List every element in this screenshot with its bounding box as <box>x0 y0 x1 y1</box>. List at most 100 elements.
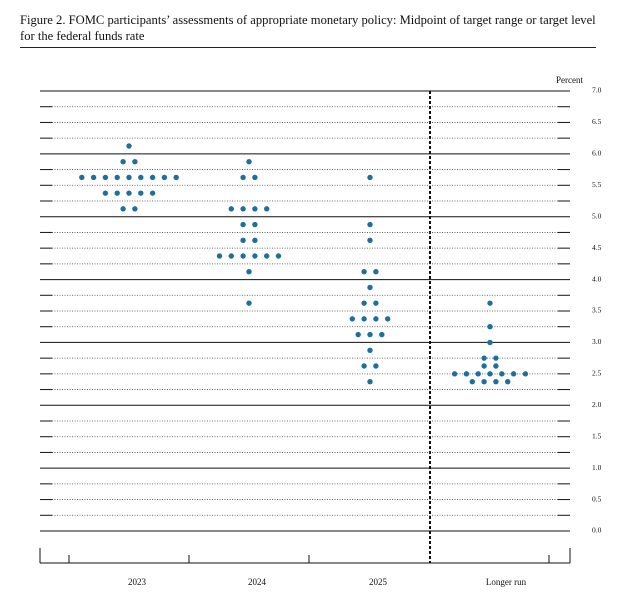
title-rule <box>20 47 596 48</box>
dot <box>228 206 234 212</box>
dot <box>126 143 132 149</box>
dot <box>240 253 246 259</box>
dot <box>361 316 367 322</box>
dot <box>469 379 475 385</box>
dot <box>349 316 355 322</box>
dot <box>367 284 373 291</box>
dot <box>240 221 246 228</box>
dot <box>252 206 258 212</box>
dot <box>120 206 126 212</box>
y-tick-label: 7.0 <box>592 86 602 95</box>
y-tick-label: 4.0 <box>592 274 602 283</box>
y-tick-label: 1.0 <box>592 463 602 472</box>
dot <box>373 363 379 369</box>
dot <box>138 190 144 196</box>
dot <box>102 174 109 181</box>
dot <box>161 174 168 181</box>
y-tick-label: 1.5 <box>592 431 602 440</box>
dot <box>126 174 132 181</box>
dot <box>252 237 258 243</box>
dot <box>361 363 367 369</box>
dot <box>487 339 493 346</box>
x-tick-label: 2025 <box>369 577 388 587</box>
dot <box>252 221 258 228</box>
y-tick-label: 6.5 <box>592 117 602 126</box>
dot <box>493 379 499 385</box>
dot <box>510 371 517 377</box>
dot <box>493 363 499 369</box>
dot <box>361 300 367 306</box>
dot <box>114 174 120 181</box>
dot <box>487 371 493 377</box>
dot <box>373 269 379 275</box>
dot <box>138 174 144 181</box>
dot <box>367 379 373 385</box>
dot <box>90 174 97 181</box>
dot <box>481 379 487 385</box>
y-tick-label: 3.5 <box>592 306 602 315</box>
dot <box>216 253 223 259</box>
x-axis <box>39 548 571 564</box>
dot <box>126 190 132 196</box>
dot <box>481 355 487 361</box>
y-tick-label: 0.5 <box>592 494 602 503</box>
dot <box>173 174 179 181</box>
dot <box>246 269 252 275</box>
dot <box>487 324 493 330</box>
dot <box>240 206 246 212</box>
y-tick-label: 5.5 <box>592 180 602 189</box>
x-tick-label: 2024 <box>248 577 267 587</box>
dot <box>132 206 138 212</box>
dot <box>120 159 126 165</box>
dot <box>487 300 493 306</box>
dot <box>367 331 373 338</box>
dot <box>475 371 481 377</box>
dot <box>373 300 379 306</box>
x-tick-label: 2023 <box>128 577 147 587</box>
dot <box>379 331 385 338</box>
dot <box>373 316 379 322</box>
dot <box>252 253 258 259</box>
dot <box>463 371 470 377</box>
dot <box>228 253 234 259</box>
chart-title: Figure 2. FOMC participants’ assessments… <box>20 13 596 43</box>
dot <box>493 355 499 361</box>
dot <box>522 371 529 377</box>
dot <box>240 174 246 181</box>
dot <box>451 371 458 377</box>
x-tick-label: Longer run <box>486 577 527 587</box>
dot <box>275 253 282 259</box>
dot <box>246 159 252 165</box>
y-tick-label: 3.0 <box>592 337 602 346</box>
dot <box>252 174 258 181</box>
dot <box>505 379 511 385</box>
dot <box>102 190 109 196</box>
dot <box>132 159 138 165</box>
y-tick-label: 4.5 <box>592 243 602 252</box>
dot <box>240 237 246 243</box>
dot <box>385 316 391 322</box>
dot <box>246 300 252 306</box>
dot <box>264 206 270 212</box>
y-tick-label: 5.0 <box>592 211 602 220</box>
dot <box>481 363 487 369</box>
dot <box>367 174 373 181</box>
dot <box>367 221 373 228</box>
y-tick-label: 2.0 <box>592 400 602 409</box>
dot <box>149 190 156 196</box>
dot <box>361 269 367 275</box>
dot <box>149 174 156 181</box>
y-tick-label: 2.5 <box>592 369 602 378</box>
dot <box>499 371 505 377</box>
dot <box>264 253 270 259</box>
dot <box>355 331 361 338</box>
dot <box>114 190 120 196</box>
dot <box>79 174 85 181</box>
y-axis-label: Percent <box>556 75 583 85</box>
dot <box>367 237 373 243</box>
y-tick-label: 0.0 <box>592 526 602 535</box>
dot <box>367 347 373 353</box>
y-tick-label: 6.0 <box>592 149 602 158</box>
